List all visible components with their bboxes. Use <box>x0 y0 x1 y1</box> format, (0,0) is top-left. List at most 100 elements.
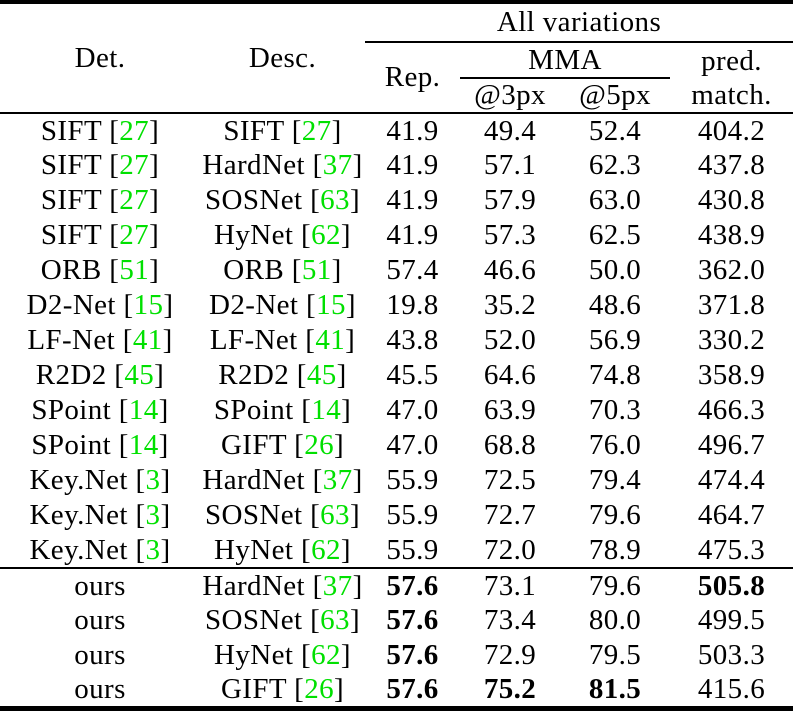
pred-match-cell: 358.9 <box>697 359 766 391</box>
citation-number: 3 <box>145 533 161 566</box>
det-cell: ours <box>74 604 126 636</box>
table-row: SIFT [27] SOSNet [63] 41.9 57.9 63.0 430.8 <box>0 183 793 218</box>
table-row: D2-Net [15] D2-Net [15] 19.8 35.2 48.6 371.8 <box>0 288 793 323</box>
citation-number: 62 <box>311 533 341 566</box>
baseline-rows-section: SIFT [27] SIFT [27] 41.9 49.4 52.4 404.2 SIFT … <box>0 112 793 568</box>
desc-cell: HardNet [37] <box>202 149 363 181</box>
citation-number: 14 <box>128 394 159 426</box>
citation-number: 27 <box>119 184 150 216</box>
mma-5px-cell: 52.4 <box>560 112 670 148</box>
citation-number: 62 <box>311 639 341 671</box>
mma-3px-cell: 73.1 <box>460 567 560 603</box>
pred-match-cell: 499.5 <box>697 604 766 636</box>
citation-number: 41 <box>132 324 163 356</box>
citation-number: 26 <box>304 429 334 461</box>
citation-number: 45 <box>306 359 337 391</box>
rep-cell: 45.5 <box>386 359 439 391</box>
citation-number: 27 <box>119 114 150 147</box>
mma-3px-cell: 72.7 <box>483 499 537 531</box>
desc-cell: SIFT [27] <box>200 112 365 148</box>
pred-match-cell: 496.7 <box>697 429 766 461</box>
mma-5px-cell: 63.0 <box>588 184 642 216</box>
citation-number: 27 <box>301 114 332 147</box>
rep-cell: 55.9 <box>386 533 439 566</box>
desc-cell: R2D2 [45] <box>218 359 347 391</box>
citation-number: 15 <box>133 289 164 321</box>
column-header-pred-match: pred. match. <box>670 42 793 113</box>
mma-3px-cell: 52.0 <box>483 324 537 356</box>
pred-match-cell: 430.8 <box>697 184 766 216</box>
column-header-det: Det. <box>74 41 126 74</box>
pred-match-cell: 466.3 <box>697 394 766 426</box>
table-row: ours HardNet [37] 57.6 73.1 79.6 505.8 <box>0 567 793 603</box>
mma-3px-cell: 64.6 <box>483 359 537 391</box>
pred-match-cell: 437.8 <box>697 149 766 181</box>
mma-5px-cell: 50.0 <box>588 254 642 286</box>
citation-number: 62 <box>311 219 341 251</box>
column-header-desc: Desc. <box>248 41 317 74</box>
mma-5px-cell: 78.9 <box>588 533 642 566</box>
mma-3px-cell: 72.9 <box>483 639 537 671</box>
desc-cell: HyNet [62] <box>214 219 351 251</box>
table-row: Key.Net [3] SOSNet [63] 55.9 72.7 79.6 464.7 <box>0 498 793 533</box>
group-header-all-variations: All variations <box>365 2 793 43</box>
citation-number: 63 <box>320 184 350 216</box>
pred-line: pred. <box>701 44 762 77</box>
citation-number: 63 <box>320 499 350 531</box>
group-header-mma: MMA <box>460 42 670 79</box>
mma-5px-cell: 56.9 <box>588 324 642 356</box>
rep-cell: 41.9 <box>386 184 439 216</box>
citation-number: 3 <box>145 499 161 531</box>
pred-match-cell: 415.6 <box>697 673 766 705</box>
rep-cell: 47.0 <box>386 429 439 461</box>
mma-5px-cell: 62.5 <box>588 219 642 251</box>
det-cell: SIFT [27] <box>0 112 200 148</box>
det-cell: SIFT [27] <box>40 219 160 251</box>
det-cell: ORB [51] <box>40 254 160 286</box>
mma-5px-cell: 79.4 <box>588 464 642 496</box>
pred-match-cell: 362.0 <box>697 254 766 286</box>
pred-match-cell: 330.2 <box>697 324 766 356</box>
table-row: SIFT [27] HardNet [37] 41.9 57.1 62.3 437.8 <box>0 148 793 183</box>
det-cell: ours <box>74 639 126 671</box>
det-cell: ours <box>0 567 200 603</box>
table-row: LF-Net [41] LF-Net [41] 43.8 52.0 56.9 330.2 <box>0 323 793 358</box>
column-header-mma-5px: @5px <box>579 79 651 111</box>
match-line: match. <box>691 78 772 111</box>
mma-5px-cell: 80.0 <box>588 604 642 636</box>
desc-cell: SOSNet [63] <box>204 604 361 636</box>
table-row: ours HyNet [62] 57.6 72.9 79.5 503.3 <box>0 638 793 673</box>
det-cell: Key.Net [3] <box>29 499 171 531</box>
table-row: SIFT [27] HyNet [62] 41.9 57.3 62.5 438.9 <box>0 218 793 253</box>
citation-number: 27 <box>119 219 150 251</box>
mma-3px-cell: 35.2 <box>483 289 537 321</box>
rep-cell: 41.9 <box>386 219 439 251</box>
results-table: Det. Desc. All variations Rep. MMA pred.… <box>0 0 793 711</box>
det-cell: ours <box>74 673 126 705</box>
citation-number: 14 <box>311 394 342 426</box>
mma-5px-cell: 79.6 <box>560 567 670 603</box>
desc-cell: GIFT [26] <box>220 429 345 461</box>
mma-5px-cell: 79.5 <box>588 639 642 671</box>
mma-3px-cell: 57.3 <box>483 219 537 251</box>
mma-5px-cell: 81.5 <box>588 673 642 705</box>
table-row: ours GIFT [26] 57.6 75.2 81.5 415.6 <box>0 673 793 709</box>
mma-5px-cell: 62.3 <box>588 149 642 181</box>
citation-number: 45 <box>124 359 155 391</box>
table-row: SPoint [14] GIFT [26] 47.0 68.8 76.0 496.7 <box>0 428 793 463</box>
desc-cell: ORB [51] <box>223 254 342 286</box>
table-row: Key.Net [3] HardNet [37] 55.9 72.5 79.4 474.4 <box>0 463 793 498</box>
desc-cell: SPoint [14] <box>213 394 352 426</box>
det-cell: Key.Net [3] <box>29 464 171 496</box>
citation-number: 15 <box>316 289 346 321</box>
mma-3px-cell: 57.1 <box>483 149 537 181</box>
mma-3px-cell: 63.9 <box>483 394 537 426</box>
table-row: Key.Net [3] HyNet [62] 55.9 72.0 78.9 475.3 <box>0 533 793 568</box>
pred-match-cell: 474.4 <box>697 464 766 496</box>
mma-3px-cell: 73.4 <box>483 604 537 636</box>
citation-number: 3 <box>145 464 161 496</box>
desc-cell: SOSNet [63] <box>204 499 361 531</box>
mma-3px-cell: 68.8 <box>483 429 537 461</box>
table-row: R2D2 [45] R2D2 [45] 45.5 64.6 74.8 358.9 <box>0 358 793 393</box>
